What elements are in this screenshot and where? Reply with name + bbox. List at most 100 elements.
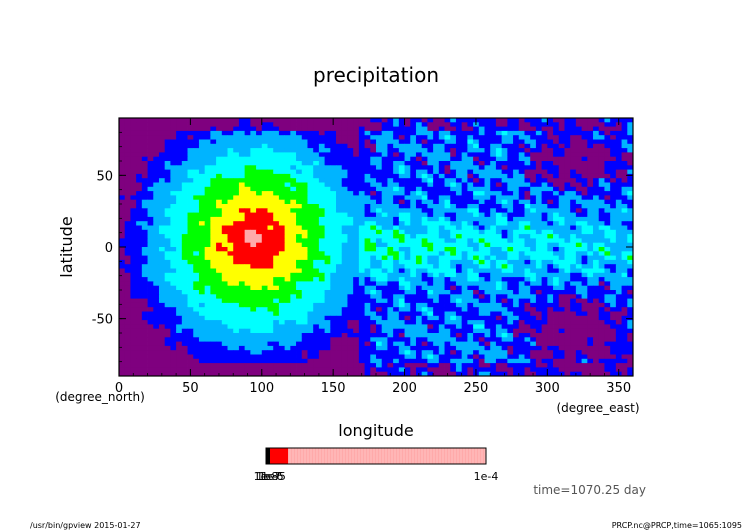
heatmap-cell [256,152,263,158]
heatmap-cell [336,135,343,140]
heatmap-cell [547,148,554,153]
heatmap-cell [587,277,594,282]
heatmap-cell [187,148,194,153]
heatmap-cell [427,165,434,170]
heatmap-cell [330,285,337,291]
heatmap-cell [484,173,491,179]
heatmap-cell [433,195,440,201]
heatmap-cell [261,156,268,162]
heatmap-cell [398,191,405,196]
heatmap-cell [353,337,360,342]
heatmap-cell [296,302,303,308]
heatmap-cell [524,285,531,291]
heatmap-cell [410,182,417,188]
heatmap-cell [450,186,457,192]
heatmap-cell [598,152,605,158]
heatmap-cell [575,225,582,231]
heatmap-cell [615,259,622,265]
heatmap-cell [513,255,520,261]
heatmap-cell [296,272,303,278]
heatmap-cell [473,307,480,312]
heatmap-cell [204,208,211,213]
heatmap-cell [524,156,531,162]
heatmap-cell [404,135,411,140]
heatmap-cell [221,272,228,278]
heatmap-cell [330,333,337,338]
heatmap-cell [455,285,463,291]
heatmap-cell [187,126,194,132]
heatmap-cell [427,350,434,355]
heatmap-cell [461,264,468,269]
heatmap-cell [484,178,491,183]
heatmap-cell [324,264,331,269]
heatmap-cell [627,122,634,127]
heatmap-cell [370,354,377,360]
heatmap-cell [501,212,508,218]
heatmap-cell [358,345,365,351]
heatmap-cell [484,152,491,158]
heatmap-cell [598,281,605,287]
heatmap-cell [530,118,537,123]
heatmap-cell [313,126,320,132]
heatmap-cell [119,350,126,355]
heatmap-cell [415,216,423,222]
heatmap-cell [381,272,388,278]
heatmap-cell [370,341,377,347]
heatmap-cell [478,122,485,127]
heatmap-cell [267,259,274,265]
heatmap-cell [364,118,371,123]
heatmap-cell [261,281,268,287]
heatmap-cell [238,333,246,338]
heatmap-cell [176,285,183,291]
heatmap-cell [204,126,211,132]
heatmap-cell [478,156,485,162]
heatmap-cell [513,221,520,226]
heatmap-cell [593,165,600,170]
heatmap-cell [627,178,634,183]
heatmap-cell [513,324,520,330]
heatmap-cell [318,126,325,132]
heatmap-cell [604,191,611,196]
heatmap-cell [358,208,365,213]
heatmap-cell [119,345,126,351]
heatmap-cell [490,345,497,351]
heatmap-cell [376,333,383,338]
heatmap-cell [187,135,194,140]
heatmap-cell [164,328,171,334]
heatmap-cell [610,130,617,136]
heatmap-cell [604,264,611,269]
heatmap-cell [347,130,354,136]
heatmap-cell [273,264,280,269]
heatmap-cell [575,122,582,127]
heatmap-cell [353,156,360,162]
heatmap-cell [187,315,194,321]
heatmap-cell [136,285,143,291]
heatmap-cell [278,130,286,136]
heatmap-cell [153,208,160,213]
heatmap-cell [507,259,514,265]
heatmap-cell [278,307,286,312]
heatmap-cell [513,264,520,269]
heatmap-cell [301,152,308,158]
heatmap-cell [267,130,274,136]
heatmap-cell [410,229,417,235]
heatmap-cell [438,156,445,162]
heatmap-cell [438,272,445,278]
heatmap-cell [381,169,388,175]
heatmap-cell [227,143,234,149]
heatmap-cell [216,225,223,231]
heatmap-cell [581,204,588,209]
heatmap-cell [467,182,474,188]
heatmap-cell [250,259,257,265]
heatmap-cell [119,307,126,312]
heatmap-cell [427,337,434,342]
heatmap-cell [558,277,565,282]
heatmap-cell [524,315,531,321]
heatmap-cell [575,152,582,158]
heatmap-cell [198,259,206,265]
heatmap-cell [370,350,377,355]
heatmap-cell [330,130,337,136]
heatmap-cell [478,139,485,145]
heatmap-cell [301,337,308,342]
heatmap-cell [273,208,280,213]
